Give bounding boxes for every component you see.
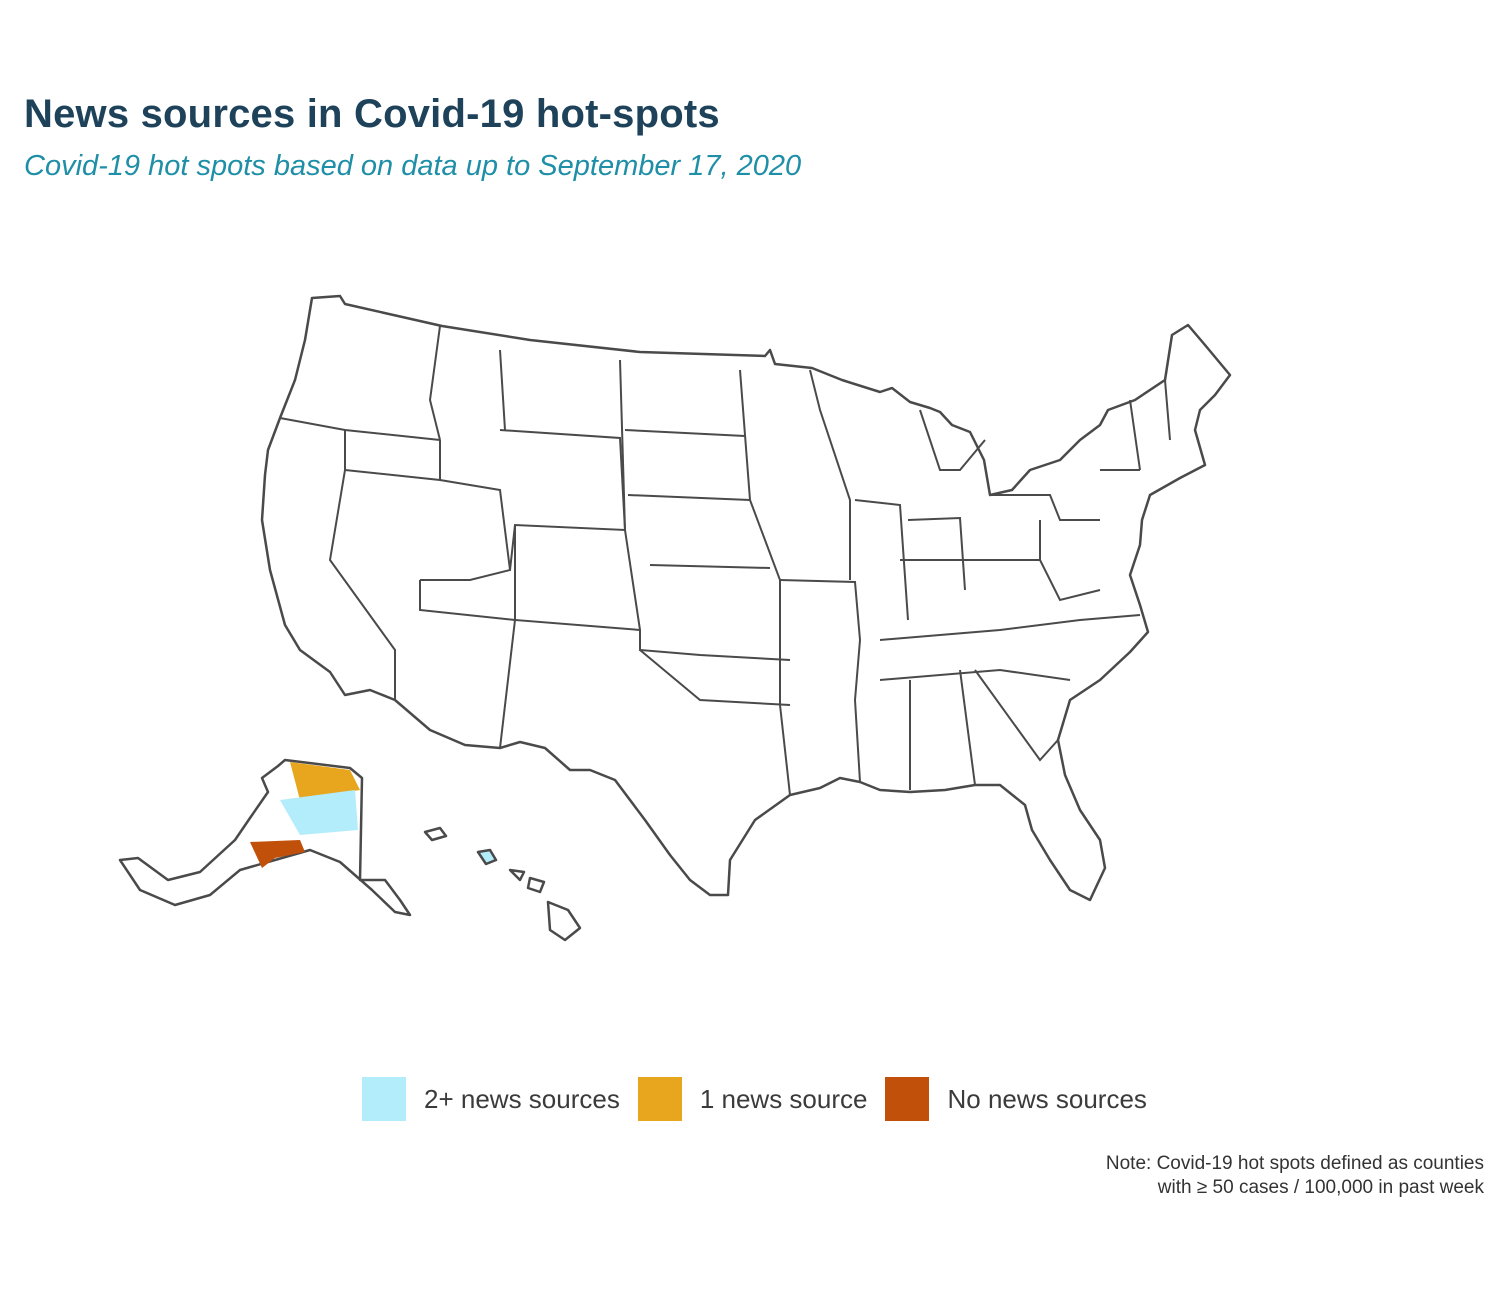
footnote: Note: Covid-19 hot spots defined as coun… xyxy=(1106,1152,1484,1200)
alaska xyxy=(118,758,412,917)
legend-item-none: No news sources xyxy=(885,1077,1147,1121)
legend-label-1: 1 news source xyxy=(699,1083,868,1114)
map-subtitle: Covid-19 hot spots based on data up to S… xyxy=(24,150,802,182)
state-borders xyxy=(279,325,1171,796)
contiguous-us xyxy=(260,294,1232,902)
map-legend: 2+ news sources 1 news source No news so… xyxy=(362,1077,1165,1121)
hawaii xyxy=(423,826,582,942)
legend-item-2plus: 2+ news sources xyxy=(362,1077,620,1121)
legend-swatch-1 xyxy=(637,1077,682,1121)
legend-swatch-none xyxy=(885,1077,930,1121)
map-title: News sources in Covid-19 hot-spots xyxy=(24,92,720,136)
footnote-line-2: with ≥ 50 cases / 100,000 in past week xyxy=(1157,1177,1484,1198)
footnote-line-1: Note: Covid-19 hot spots defined as coun… xyxy=(1105,1153,1484,1174)
legend-item-1: 1 news source xyxy=(637,1077,868,1121)
legend-swatch-2plus xyxy=(362,1077,406,1121)
legend-label-none: No news sources xyxy=(947,1083,1147,1114)
legend-label-2plus: 2+ news sources xyxy=(424,1083,620,1114)
